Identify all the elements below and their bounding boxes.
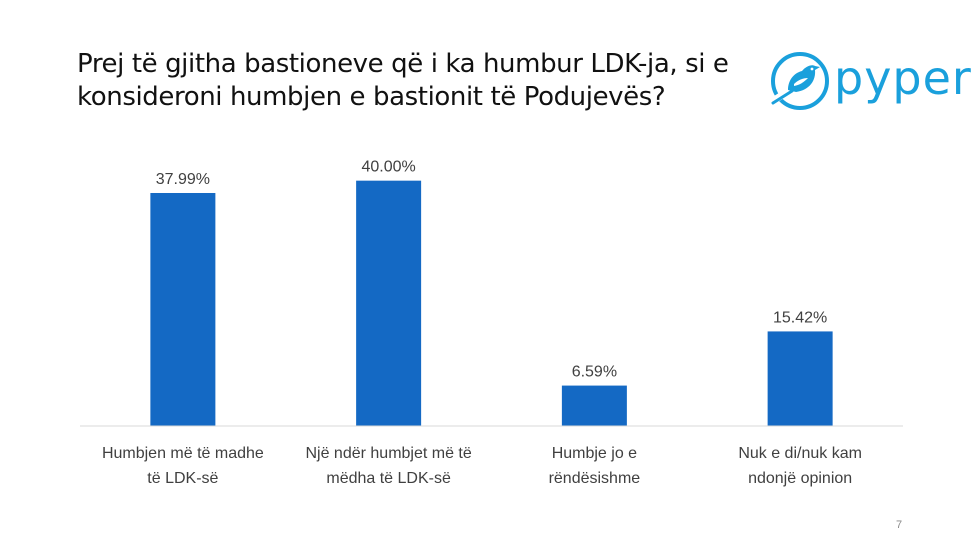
page-number: 7 <box>896 519 903 531</box>
category-label-1-line-1: Humbjen më të madhe <box>102 445 264 462</box>
value-label-1: 37.99% <box>156 171 210 188</box>
category-label-2-line-1: Një ndër humbjet më të <box>305 445 471 462</box>
bar-2 <box>356 180 422 426</box>
category-label-4-line-2: ndonjë opinion <box>748 470 852 487</box>
category-label-4-line-1: Nuk e di/nuk kam <box>738 445 862 462</box>
bar-3 <box>561 385 627 426</box>
category-label-2-line-2: mëdha të LDK-së <box>326 470 451 487</box>
bar-1 <box>150 192 216 426</box>
value-label-3: 6.59% <box>572 364 617 381</box>
slide-title: Prej të gjitha bastioneve që i ka humbur… <box>77 48 777 114</box>
category-label-1-line-2: të LDK-së <box>147 470 218 487</box>
bar-group <box>150 180 833 426</box>
bar-4 <box>767 331 833 426</box>
value-label-4: 15.42% <box>773 309 827 326</box>
category-label-3-line-2: rëndësishme <box>549 470 641 487</box>
value-label-2: 40.00% <box>361 159 415 176</box>
value-label-group: 37.99% 40.00% 6.59% 15.42% <box>156 159 828 381</box>
slide-title-line-2: konsideroni humbjen e bastionit të Poduj… <box>77 82 666 112</box>
category-label-group: Humbjen më të madhe të LDK-së Një ndër hum… <box>102 445 862 487</box>
pyper-logo: pyper <box>768 50 971 112</box>
slide-title-line-1: Prej të gjitha bastioneve që i ka humbur… <box>77 49 729 79</box>
logo-wordmark: pyper <box>834 51 972 105</box>
bird-logo-icon <box>771 52 829 110</box>
category-label-3-line-1: Humbje jo e <box>552 445 637 462</box>
